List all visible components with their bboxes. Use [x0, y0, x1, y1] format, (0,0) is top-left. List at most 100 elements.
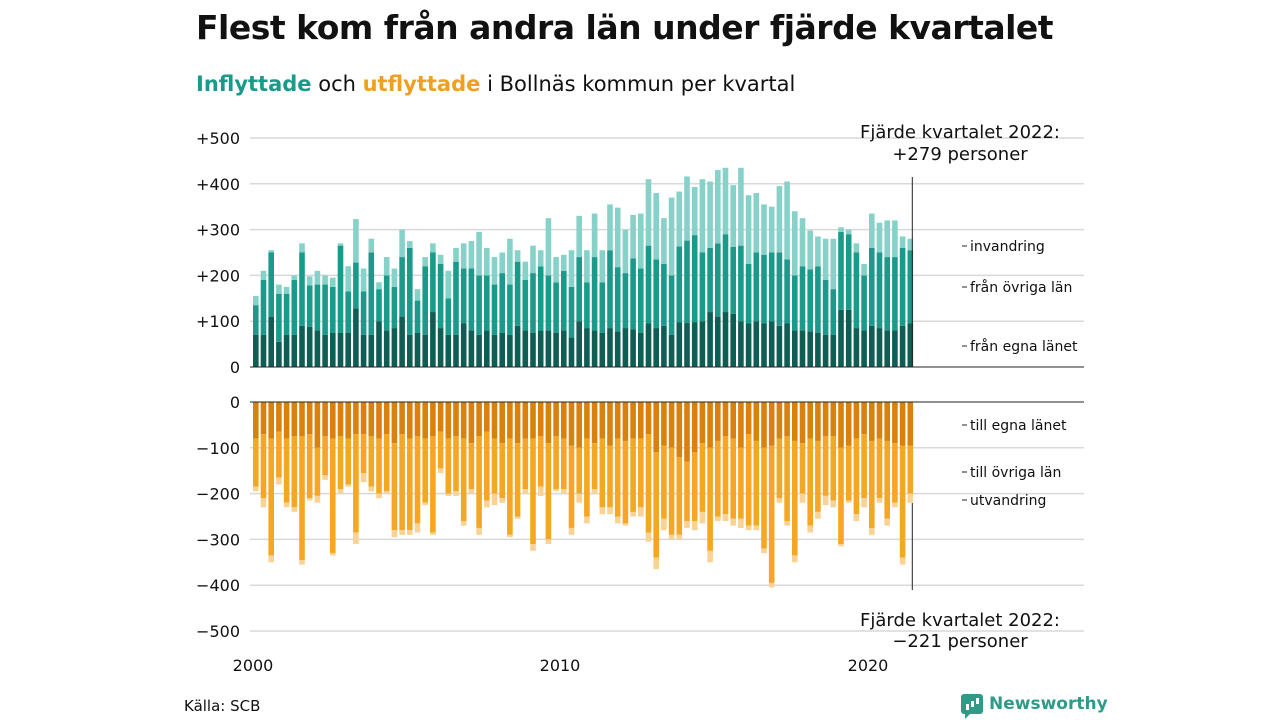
- bar-out-other: [607, 445, 613, 508]
- bar-in-other: [445, 298, 452, 335]
- bar-out-local: [545, 402, 552, 444]
- bar-out-other: [260, 434, 267, 499]
- bar-in-other: [345, 291, 351, 333]
- bar-out-other: [622, 440, 629, 524]
- bar-out-emig: [768, 582, 775, 588]
- newsworthy-brand-text: Newsworthy: [989, 694, 1108, 714]
- bar-in-other: [745, 263, 752, 324]
- bar-out-local: [576, 402, 582, 448]
- y-tick-label-bottom: −100: [196, 439, 240, 458]
- bar-out-emig: [576, 493, 582, 503]
- bar-in-other: [407, 247, 413, 335]
- bar-in-local: [283, 334, 290, 367]
- bar-in-local: [892, 330, 898, 367]
- bar-in-immig: [876, 222, 883, 253]
- bar-in-immig: [907, 238, 914, 251]
- bar-out-other: [861, 434, 867, 499]
- bar-out-emig: [276, 477, 282, 485]
- bar-in-other: [599, 282, 606, 333]
- bar-in-other: [553, 282, 559, 333]
- subtitle-inflyttade: Inflyttade: [196, 72, 312, 96]
- bar-in-other: [853, 252, 860, 329]
- bar-in-immig: [561, 254, 567, 271]
- bar-in-immig: [661, 218, 667, 264]
- x-tick-label: 2020: [848, 656, 889, 675]
- bar-in-local: [792, 330, 798, 367]
- bar-in-other: [330, 286, 336, 333]
- bar-in-immig: [753, 192, 760, 253]
- bar-in-local: [653, 328, 659, 367]
- series-label-out-local: till egna länet: [970, 418, 1067, 434]
- bar-out-other: [807, 438, 813, 526]
- bar-out-emig: [899, 557, 906, 565]
- bar-out-other: [792, 440, 798, 556]
- bar-in-immig: [376, 282, 382, 290]
- bar-out-other: [422, 438, 428, 503]
- bar-in-other: [845, 234, 852, 310]
- bar-out-local: [407, 402, 413, 439]
- bar-in-other: [830, 289, 837, 335]
- bar-in-other: [776, 252, 783, 326]
- bar-in-immig: [330, 277, 336, 287]
- bar-in-other: [676, 246, 683, 323]
- bar-out-other: [453, 436, 459, 492]
- bar-in-other: [807, 269, 813, 332]
- bar-in-other: [514, 261, 521, 326]
- bar-out-emig: [476, 527, 482, 535]
- bar-out-other: [707, 447, 713, 551]
- bar-in-local: [661, 325, 667, 367]
- bar-out-other: [399, 434, 405, 531]
- bar-out-emig: [453, 491, 459, 496]
- bar-in-immig: [399, 229, 405, 258]
- bar-out-emig: [607, 507, 613, 515]
- bar-out-local: [391, 402, 398, 444]
- bar-out-emig: [645, 532, 652, 542]
- bar-out-emig: [545, 539, 552, 544]
- bar-in-immig: [884, 220, 890, 258]
- bar-out-emig: [591, 489, 598, 494]
- bar-out-emig: [268, 555, 274, 563]
- bar-in-local: [460, 323, 467, 367]
- bar-out-local: [707, 402, 713, 448]
- bar-out-other: [407, 438, 413, 531]
- bar-out-other: [745, 434, 752, 526]
- bar-out-other: [283, 438, 290, 503]
- bar-out-local: [715, 402, 721, 441]
- bar-out-local: [768, 402, 775, 446]
- bar-in-other: [668, 275, 675, 335]
- bar-in-local: [607, 328, 613, 367]
- bar-in-other: [584, 282, 590, 329]
- bar-in-local: [399, 316, 405, 367]
- bar-out-other: [799, 443, 806, 494]
- bar-in-other: [276, 293, 282, 342]
- bar-out-local: [761, 402, 767, 448]
- bar-in-immig: [422, 257, 428, 267]
- bar-out-emig: [553, 489, 559, 492]
- bar-out-local: [291, 402, 298, 437]
- bar-in-other: [453, 261, 459, 335]
- bar-in-other: [253, 305, 259, 335]
- bar-in-immig: [715, 170, 721, 244]
- bar-in-local: [345, 332, 351, 367]
- bar-in-other: [268, 252, 274, 317]
- bar-out-local: [376, 402, 382, 439]
- bar-out-other: [353, 434, 359, 533]
- bar-in-local: [715, 316, 721, 367]
- bar-out-other: [869, 440, 875, 528]
- bar-in-local: [599, 332, 606, 367]
- bar-out-emig: [838, 543, 844, 547]
- bar-out-emig: [345, 484, 351, 487]
- chart-subtitle: Inflyttade och utflyttade i Bollnäs komm…: [196, 72, 795, 96]
- bar-in-local: [499, 332, 505, 367]
- bar-out-emig: [799, 493, 806, 503]
- bar-out-emig: [638, 507, 644, 517]
- bar-in-other: [430, 252, 436, 313]
- bar-out-emig: [399, 530, 405, 535]
- bar-out-local: [792, 402, 798, 441]
- bar-out-local: [499, 402, 505, 444]
- bar-out-local: [437, 402, 444, 432]
- bar-in-other: [353, 262, 359, 309]
- bar-out-other: [761, 447, 767, 549]
- bar-in-other: [437, 263, 444, 329]
